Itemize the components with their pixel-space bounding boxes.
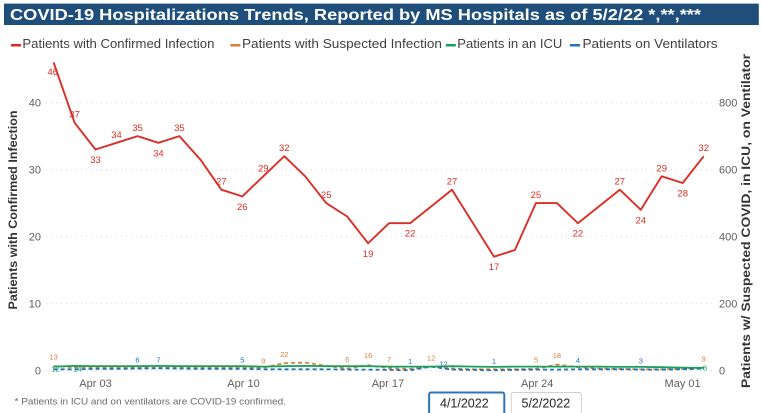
svg-text:25: 25: [531, 190, 542, 201]
svg-text:34: 34: [153, 148, 164, 159]
svg-text:Apr 17: Apr 17: [372, 378, 404, 390]
svg-text:4/1/2022: 4/1/2022: [440, 397, 489, 411]
svg-text:12: 12: [427, 353, 435, 362]
svg-text:19: 19: [363, 249, 374, 260]
svg-text:13: 13: [49, 353, 57, 362]
svg-text:27: 27: [615, 177, 626, 188]
svg-text:7: 7: [156, 355, 160, 364]
svg-text:37: 37: [69, 110, 80, 121]
svg-text:32: 32: [279, 143, 290, 154]
svg-text:9: 9: [702, 355, 706, 364]
svg-text:29: 29: [656, 163, 667, 174]
svg-text:Apr 10: Apr 10: [227, 378, 259, 390]
svg-text:35: 35: [132, 123, 143, 134]
svg-text:0: 0: [719, 366, 725, 378]
svg-text:Apr 03: Apr 03: [79, 378, 111, 390]
svg-text:Patients on Ventilators: Patients on Ventilators: [583, 36, 719, 51]
svg-text:30: 30: [29, 165, 41, 177]
svg-text:22: 22: [405, 229, 416, 240]
svg-text:12: 12: [439, 360, 447, 369]
svg-text:7: 7: [387, 355, 391, 364]
svg-text:May 01: May 01: [665, 378, 701, 390]
svg-text:* Patients in ICU and on venti: * Patients in ICU and on ventilators are…: [15, 396, 287, 406]
svg-text:12: 12: [51, 365, 59, 374]
svg-text:24: 24: [636, 215, 647, 226]
svg-text:200: 200: [719, 299, 737, 311]
svg-text:5/2/2022: 5/2/2022: [522, 397, 571, 411]
svg-text:4: 4: [576, 356, 580, 365]
svg-text:18: 18: [553, 351, 561, 360]
svg-text:0: 0: [35, 366, 41, 378]
svg-text:Apr 24: Apr 24: [521, 378, 553, 390]
svg-text:6: 6: [135, 355, 139, 364]
svg-text:35: 35: [174, 123, 185, 134]
svg-text:Patients w/ Suspected COVID, i: Patients w/ Suspected COVID, in ICU, on …: [741, 53, 753, 388]
svg-text:Patients with Confirmed Infect: Patients with Confirmed Infection: [22, 36, 214, 51]
svg-text:26: 26: [237, 202, 248, 213]
svg-text:25: 25: [321, 190, 332, 201]
svg-text:9: 9: [261, 357, 265, 366]
svg-text:29: 29: [258, 163, 269, 174]
svg-text:COVID-19 Hospitalizations Tren: COVID-19 Hospitalizations Trends, Report…: [10, 7, 702, 24]
svg-text:800: 800: [719, 98, 737, 110]
svg-text:3: 3: [639, 356, 643, 365]
svg-text:Patients in an ICU: Patients in an ICU: [457, 36, 562, 51]
svg-text:1: 1: [492, 357, 496, 366]
svg-text:Patients with Suspected Infect: Patients with Suspected Infection: [242, 36, 442, 51]
svg-text:400: 400: [719, 232, 737, 244]
svg-text:600: 600: [719, 165, 737, 177]
svg-text:34: 34: [111, 130, 122, 141]
svg-text:22: 22: [573, 229, 584, 240]
svg-text:1: 1: [408, 357, 412, 366]
svg-text:27: 27: [447, 177, 458, 188]
svg-text:40: 40: [29, 98, 41, 110]
svg-text:5: 5: [240, 356, 244, 365]
svg-text:10: 10: [29, 299, 41, 311]
svg-text:20: 20: [29, 232, 41, 244]
svg-text:8: 8: [703, 364, 707, 373]
svg-text:16: 16: [364, 351, 372, 360]
svg-text:22: 22: [280, 350, 288, 359]
svg-text:6: 6: [345, 355, 349, 364]
svg-text:28: 28: [677, 189, 688, 200]
svg-text:14: 14: [73, 365, 81, 374]
svg-text:Patients with Confirmed Infect: Patients with Confirmed Infection: [8, 111, 20, 310]
svg-text:46: 46: [48, 67, 59, 78]
svg-text:33: 33: [90, 155, 101, 166]
svg-text:5: 5: [534, 356, 538, 365]
svg-text:27: 27: [216, 177, 227, 188]
svg-text:32: 32: [698, 143, 709, 154]
svg-text:17: 17: [489, 262, 500, 273]
